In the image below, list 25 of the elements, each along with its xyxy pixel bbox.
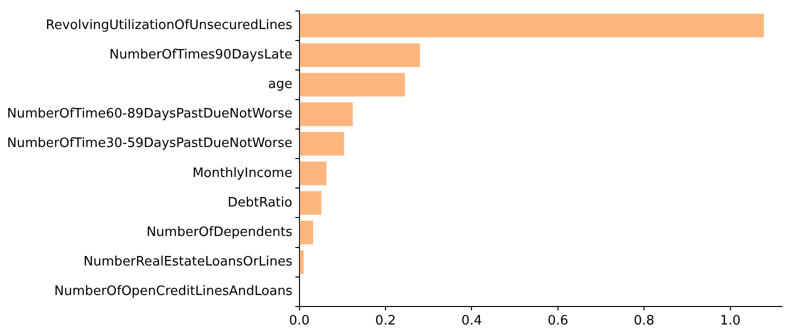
y-tick-label: NumberRealEstateLoansOrLines: [84, 254, 293, 270]
x-tick-label: 1.0: [720, 314, 741, 329]
x-tick-label: 0.2: [375, 314, 396, 329]
bar: [300, 132, 344, 156]
bar: [300, 102, 353, 126]
x-tick-label: 0.8: [634, 314, 654, 329]
bar: [300, 14, 764, 38]
x-tick-label: 0.4: [461, 314, 482, 329]
y-tick-label: NumberOfDependents: [146, 224, 293, 240]
bar: [300, 43, 420, 67]
y-tick-label: NumberOfTime60-89DaysPastDueNotWorse: [6, 106, 292, 122]
y-tick-label: MonthlyIncome: [192, 166, 292, 181]
y-tick-label: age: [268, 77, 292, 92]
bar: [300, 220, 314, 244]
y-tick-label: NumberOfTime30-59DaysPastDueNotWorse: [6, 136, 292, 152]
y-tick-label: NumberOfOpenCreditLinesAndLoans: [54, 284, 293, 299]
x-tick-label: 0.0: [288, 314, 310, 329]
bar: [300, 250, 304, 274]
bar: [300, 162, 326, 186]
y-tick-label: NumberOfTimes90DaysLate: [109, 48, 292, 63]
y-tick-label: RevolvingUtilizationOfUnsecuredLines: [46, 18, 293, 33]
x-tick-label: 0.6: [548, 314, 568, 329]
bar: [300, 72, 405, 97]
bar: [300, 191, 322, 215]
y-tick-label: DebtRatio: [228, 195, 292, 210]
